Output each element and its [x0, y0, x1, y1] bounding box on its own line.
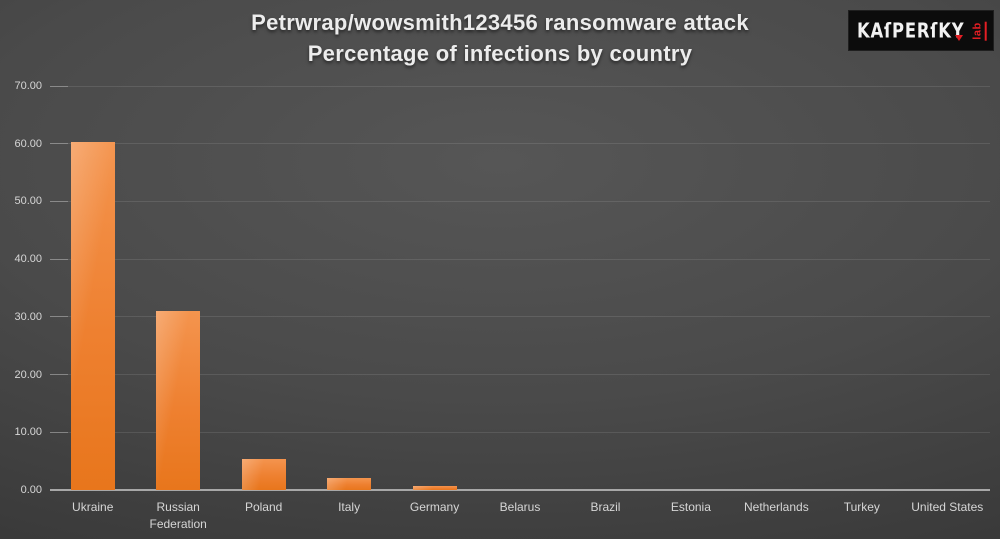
y-tick — [50, 374, 68, 376]
x-axis: Ukraine Russian Federation Poland Italy Germ… — [50, 499, 990, 533]
gridline — [50, 85, 990, 87]
kaspersky-lab-label: lab — [971, 20, 987, 41]
x-axis-label: Ukraine — [72, 500, 114, 514]
y-axis-label: 70.00 — [14, 80, 42, 92]
y-tick — [50, 316, 68, 318]
gridline — [50, 200, 990, 202]
x-axis-label: Turkey — [843, 500, 880, 514]
y-tick — [50, 431, 68, 433]
y-tick — [50, 200, 68, 202]
chart-title: Petrwrap/wowsmith123456 ransomware attac… — [251, 10, 749, 35]
x-axis-label: Germany — [409, 500, 460, 514]
x-axis-label: Italy — [338, 500, 361, 514]
x-axis-line — [50, 489, 990, 491]
x-axis-label: Poland — [244, 500, 283, 514]
x-axis-label: United States — [911, 500, 984, 514]
gridline — [50, 374, 990, 376]
y-axis-label: 0.00 — [20, 484, 42, 496]
kaspersky-red-triangle-icon — [955, 35, 963, 41]
plot-area — [50, 85, 990, 491]
x-axis-label: Brazil — [590, 500, 621, 514]
bar-poland — [241, 459, 286, 490]
gridline — [50, 143, 990, 145]
x-axis-label: Netherlands — [743, 500, 809, 514]
kaspersky-wordmark: KAſPERſKY — [857, 18, 965, 43]
bar-ukraine — [70, 142, 115, 490]
chart-subtitle: Percentage of infections by country — [307, 41, 693, 66]
x-axis-label: Estonia — [670, 500, 711, 514]
y-tick — [50, 258, 68, 260]
bar-italy — [327, 478, 372, 490]
gridline — [50, 316, 990, 318]
y-axis: 0.00 10.00 20.00 30.00 40.00 50.00 60.00 70.00 — [0, 80, 42, 496]
y-axis-label: 50.00 — [14, 195, 42, 208]
bar-germany — [412, 486, 457, 490]
gridline — [50, 258, 990, 260]
x-axis-label: Russian Federation — [149, 500, 207, 531]
chart-title-block: Petrwrap/wowsmith123456 ransomware attac… — [0, 7, 1000, 69]
y-tick — [50, 85, 68, 87]
y-axis-label: 60.00 — [14, 137, 42, 150]
y-axis-label: 40.00 — [14, 253, 42, 266]
y-axis-label: 30.00 — [14, 310, 42, 323]
y-axis-label: 10.00 — [14, 426, 42, 439]
y-axis-label: 20.00 — [14, 368, 42, 381]
gridline — [50, 431, 990, 433]
y-tick — [50, 143, 68, 145]
x-axis-label: Belarus — [499, 500, 541, 514]
kaspersky-logo: KAſPERſKY lab — [848, 10, 994, 51]
bar-russian-federation — [156, 311, 201, 490]
